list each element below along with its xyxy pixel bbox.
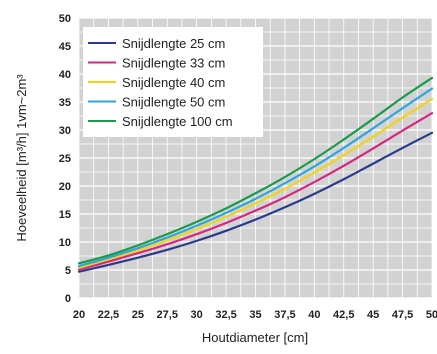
y-tick-label: 40 bbox=[59, 69, 71, 81]
x-tick-label: 27,5 bbox=[157, 309, 178, 321]
y-tick-label: 0 bbox=[65, 293, 71, 305]
legend-label: Snijdlengte 100 cm bbox=[122, 114, 233, 129]
legend-label: Snijdlengte 50 cm bbox=[122, 95, 225, 110]
x-tick-labels: 20 22,5 25 27,5 30 32,5 35 37,5 40 42,5 45 47,5 50 bbox=[73, 309, 437, 321]
x-tick-label: 22,5 bbox=[98, 309, 119, 321]
y-tick-label: 10 bbox=[59, 237, 71, 249]
x-tick-label: 42,5 bbox=[333, 309, 354, 321]
x-tick-label: 32,5 bbox=[215, 309, 236, 321]
x-tick-label: 50 bbox=[426, 309, 437, 321]
legend: Snijdlengte 25 cm Snijdlengte 33 cm Snijdl… bbox=[83, 27, 263, 137]
y-tick-label: 15 bbox=[59, 209, 71, 221]
y-tick-label: 30 bbox=[59, 125, 71, 137]
legend-label: Snijdlengte 40 cm bbox=[122, 75, 225, 90]
x-tick-label: 37,5 bbox=[274, 309, 295, 321]
legend-label: Snijdlengte 33 cm bbox=[122, 56, 225, 71]
x-tick-label: 25 bbox=[132, 309, 144, 321]
y-tick-label: 5 bbox=[65, 265, 71, 277]
x-axis-label: Houtdiameter [cm] bbox=[202, 330, 308, 345]
x-tick-label: 30 bbox=[191, 309, 203, 321]
y-tick-label: 45 bbox=[59, 41, 71, 53]
y-tick-label: 25 bbox=[59, 153, 71, 165]
x-tick-label: 45 bbox=[367, 309, 379, 321]
legend-label: Snijdlengte 25 cm bbox=[122, 36, 225, 51]
y-tick-label: 20 bbox=[59, 181, 71, 193]
x-tick-label: 47,5 bbox=[392, 309, 413, 321]
x-tick-label: 35 bbox=[249, 309, 261, 321]
y-tick-labels: 0 5 10 15 20 25 30 35 40 45 50 bbox=[59, 13, 71, 305]
y-tick-label: 50 bbox=[59, 13, 71, 25]
x-tick-label: 20 bbox=[73, 309, 85, 321]
x-tick-label: 40 bbox=[308, 309, 320, 321]
y-tick-label: 35 bbox=[59, 97, 71, 109]
y-axis-label: Hoeveelheid [m³/h] 1vm~2m³ bbox=[14, 74, 29, 242]
